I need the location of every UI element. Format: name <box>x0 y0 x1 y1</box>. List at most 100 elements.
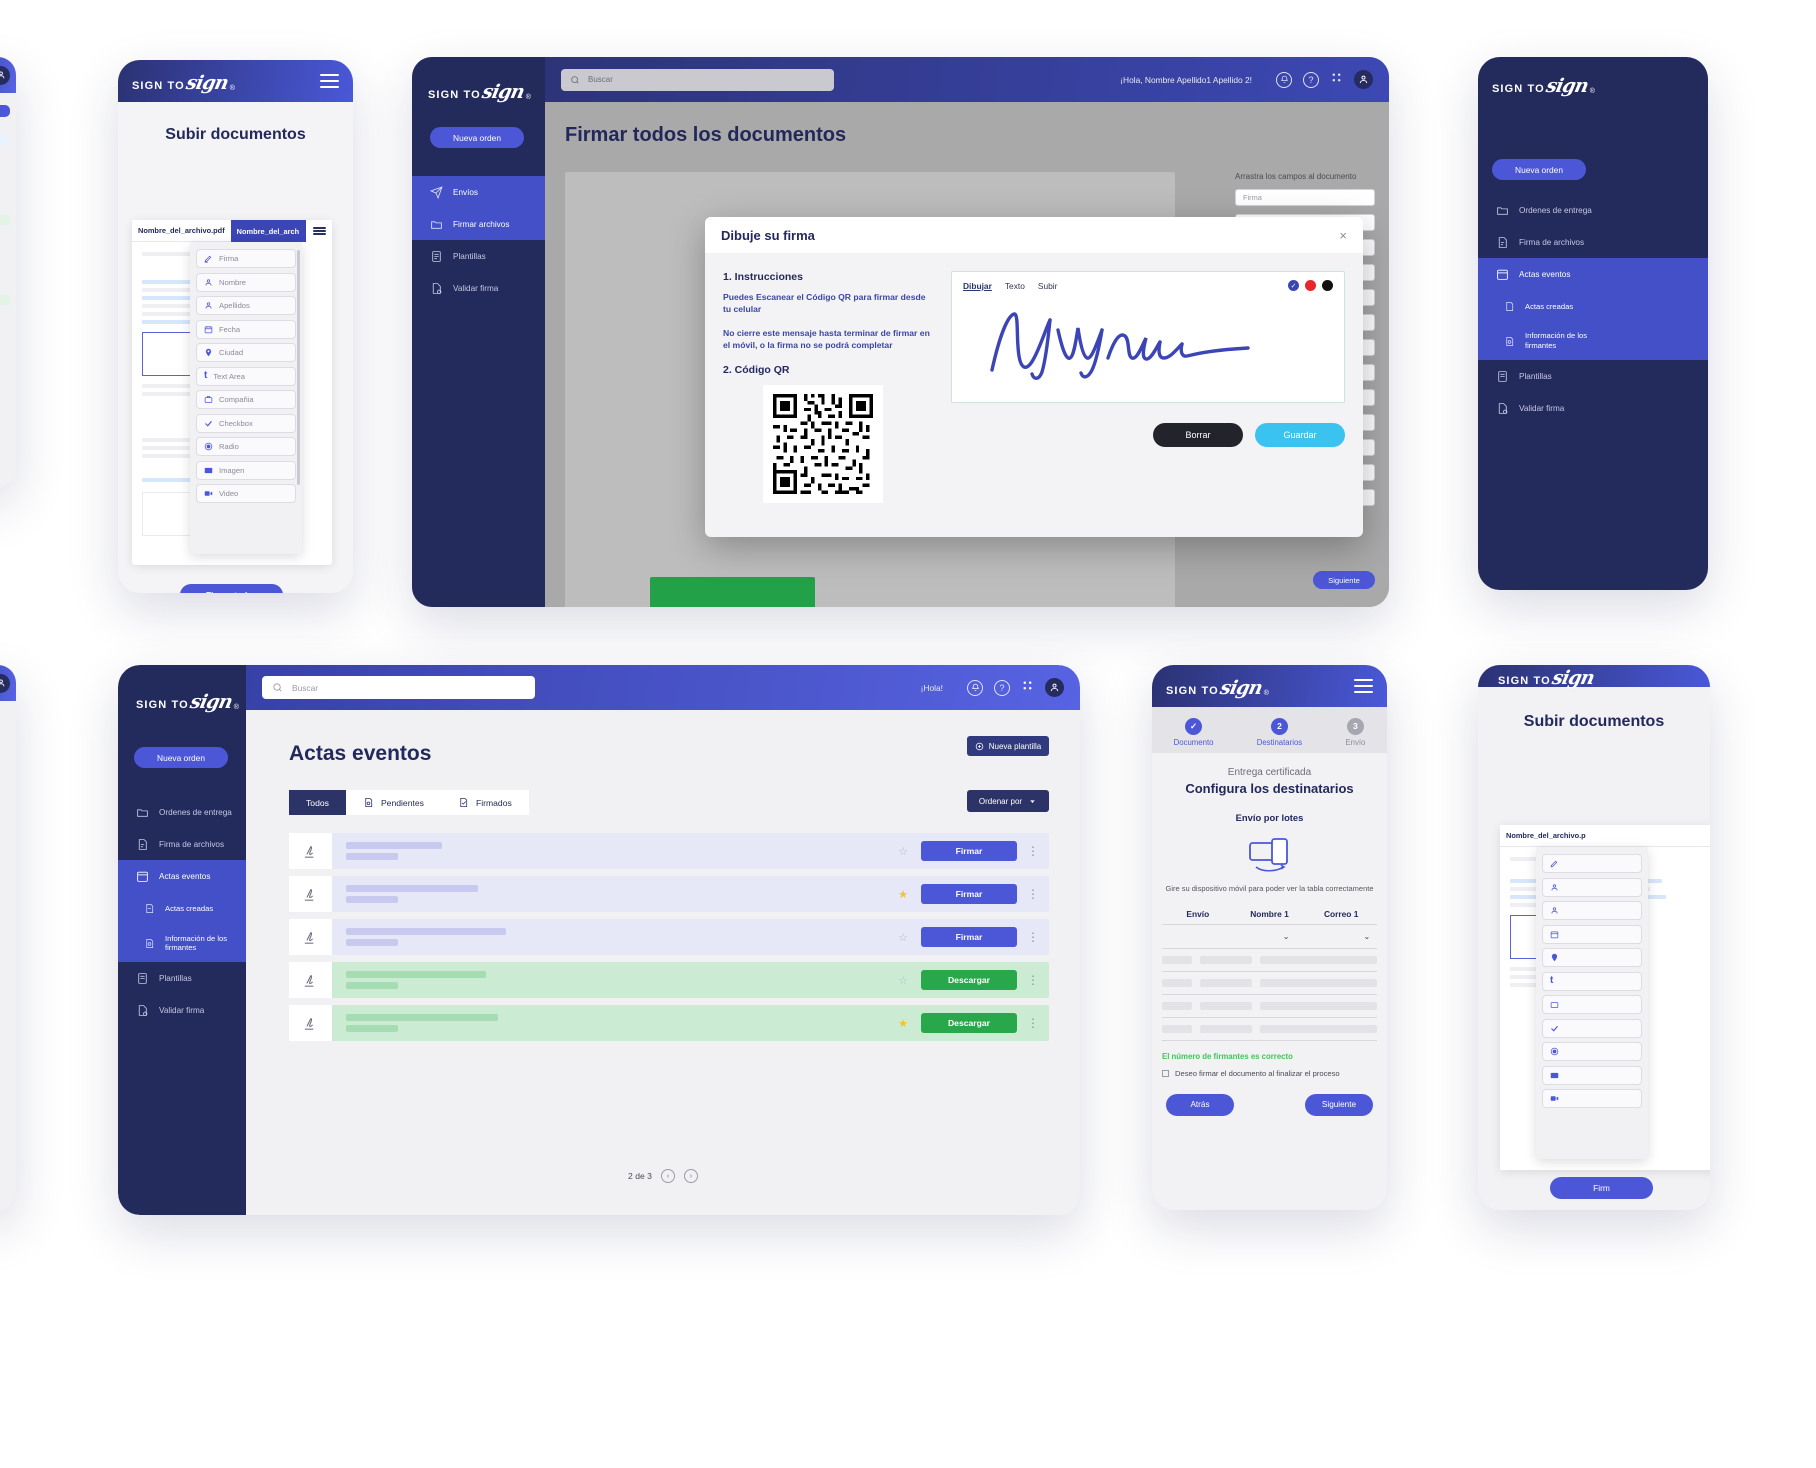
sign-all-button[interactable]: Firm <box>1550 1177 1653 1199</box>
apps-grid-icon[interactable] <box>1330 71 1343 89</box>
field-type-menu[interactable]: Firma Nombre Apellidos Fecha Ciudad t Te… <box>190 242 302 554</box>
avatar[interactable] <box>1354 70 1373 89</box>
tab-pendientes[interactable]: Pendientes <box>345 790 441 815</box>
field-item-imagen[interactable]: Imagen <box>196 460 296 480</box>
sidebar-item-actas-eventos[interactable]: Actas eventos <box>118 860 246 892</box>
new-order-button[interactable]: Nueva orden <box>1492 159 1586 180</box>
file-tab[interactable]: Nombre_del_archivo.p <box>1500 825 1710 847</box>
color-swatch-black[interactable] <box>1322 280 1333 291</box>
sidebar-item-actas-creadas[interactable]: Actas creadas <box>118 892 246 924</box>
table-row[interactable]: ☆ Firmar ⋮ <box>289 919 1049 955</box>
row-action-button[interactable]: Descargar <box>921 1013 1017 1033</box>
next-button[interactable]: Siguiente <box>1313 571 1375 589</box>
sidebar-item-firmar-archivos[interactable]: Firmar archivos <box>412 208 545 240</box>
close-icon[interactable]: × <box>1339 227 1347 243</box>
hamburger-menu-icon[interactable] <box>320 74 339 88</box>
sidebar-item-envios[interactable]: Envíos <box>412 176 545 208</box>
select-obtener-copia[interactable]: Obtener copia ⌄ <box>1361 931 1371 941</box>
step-envio[interactable]: 3 Envío <box>1345 717 1365 747</box>
row-action-button[interactable]: Firmar <box>921 841 1017 861</box>
select-firmante[interactable]: Firmante ⌄ <box>1280 931 1290 941</box>
sidebar-item-validar-firma[interactable]: Validar firma <box>412 272 545 304</box>
field-item[interactable] <box>1542 995 1642 1014</box>
sign-after-checkbox[interactable]: Deseo firmar el documento al finalizar e… <box>1162 1069 1377 1078</box>
signature-placeholder[interactable] <box>650 577 815 607</box>
table-row[interactable] <box>1162 972 1377 995</box>
apps-grid-icon[interactable] <box>1021 679 1034 697</box>
field-item-nombre[interactable]: Nombre <box>196 272 296 292</box>
checkbox-box[interactable] <box>1162 1069 1169 1077</box>
table-row[interactable] <box>1162 949 1377 972</box>
table-row[interactable]: ☆ Firmar ⋮ <box>289 833 1049 869</box>
field-item[interactable]: t <box>1542 971 1642 991</box>
field-item-apellidos[interactable]: Apellidos <box>196 296 296 315</box>
row-menu-icon[interactable]: ⋮ <box>1027 1016 1039 1030</box>
color-swatch-red[interactable] <box>1305 280 1316 291</box>
sidebar-item-firma-de-archivos[interactable]: Firma de archivos <box>118 828 246 860</box>
row-action-button[interactable]: Firmar <box>921 884 1017 904</box>
tab-texto[interactable]: Texto <box>1004 281 1025 291</box>
field-item[interactable] <box>1542 854 1642 873</box>
help-icon[interactable]: ? <box>994 679 1010 696</box>
file-tab-inactive[interactable]: Nombre_del_archivo.pdf <box>132 220 231 242</box>
field-item-text-area[interactable]: t Text Area <box>196 366 296 386</box>
field-item-radio[interactable]: Radio <box>196 437 296 456</box>
field-item[interactable] <box>1542 1042 1642 1061</box>
tab-dibujar[interactable]: Dibujar <box>963 281 992 291</box>
field-firma[interactable]: Firma <box>1235 189 1375 206</box>
field-item-firma[interactable]: Firma <box>196 249 296 268</box>
sidebar-item-plantillas[interactable]: Plantillas <box>1478 360 1708 392</box>
field-item-compania[interactable]: Compañia <box>196 390 296 409</box>
field-item-checkbox[interactable]: Checkbox <box>196 413 296 433</box>
sidebar-item-info-firmantes[interactable]: Información de los firmantes <box>1478 322 1708 360</box>
file-tab-active[interactable]: Nombre_del_arch <box>230 220 306 242</box>
sidebar-item-ordenes[interactable]: Ordenes de entrega <box>1478 194 1708 226</box>
tab-subir[interactable]: Subir <box>1037 281 1058 291</box>
field-item-ciudad[interactable]: Ciudad <box>196 343 296 362</box>
favorite-star-icon[interactable]: ★ <box>898 888 908 901</box>
sidebar-item-plantillas[interactable]: Plantillas <box>118 962 246 994</box>
sidebar-item-plantillas[interactable]: Plantillas <box>412 240 545 272</box>
color-swatch-blue[interactable]: ✓ <box>1288 280 1299 291</box>
next-button[interactable]: Siguiente <box>1305 1093 1373 1116</box>
field-item[interactable] <box>1542 948 1642 967</box>
signature-canvas[interactable]: Dibujar Texto Subir ✓ <box>951 271 1345 403</box>
search-input[interactable]: Buscar <box>561 68 834 91</box>
hamburger-menu-icon[interactable] <box>1354 679 1373 693</box>
sidebar-item-informacion-firmantes[interactable]: Información de los firmantes <box>118 924 246 962</box>
avatar[interactable] <box>1045 678 1064 697</box>
fields-menu-toggle-icon[interactable] <box>306 220 332 242</box>
table-row[interactable]: ★ Firmar ⋮ <box>289 876 1049 912</box>
field-item[interactable] <box>1542 1018 1642 1038</box>
new-template-button[interactable]: Nueva plantilla <box>967 736 1049 756</box>
sidebar-item-validar-firma[interactable]: Validar firma <box>118 994 246 1026</box>
save-button[interactable]: Guardar <box>1255 423 1345 447</box>
field-item[interactable] <box>1542 1065 1642 1085</box>
step-destinatarios[interactable]: 2 Destinatarios <box>1257 717 1302 747</box>
row-menu-icon[interactable]: ⋮ <box>1027 973 1039 987</box>
step-documento[interactable]: ✓ Documento <box>1174 717 1213 747</box>
notification-icon[interactable] <box>1276 71 1292 88</box>
favorite-star-icon[interactable]: ★ <box>898 1017 908 1030</box>
favorite-star-icon[interactable]: ☆ <box>898 974 908 987</box>
new-order-button[interactable]: Nueva orden <box>134 747 228 768</box>
row-action-button[interactable]: Firmar <box>921 927 1017 947</box>
tab-todos[interactable]: Todos <box>289 790 346 815</box>
favorite-star-icon[interactable]: ☆ <box>898 845 908 858</box>
row-menu-icon[interactable]: ⋮ <box>1027 844 1039 858</box>
sort-button[interactable]: Ordenar por <box>967 790 1049 812</box>
field-item[interactable] <box>1542 1089 1642 1108</box>
field-type-menu[interactable]: t <box>1536 847 1648 1159</box>
row-action-button[interactable]: Descargar <box>921 970 1017 990</box>
avatar[interactable] <box>0 65 10 85</box>
field-item[interactable] <box>1542 877 1642 897</box>
row-menu-icon[interactable]: ⋮ <box>1027 887 1039 901</box>
sidebar-item-actas-eventos[interactable]: Actas eventos <box>1478 258 1708 290</box>
menu-scrollbar[interactable] <box>297 250 300 485</box>
sidebar-item-ordenes-de-entrega[interactable]: Ordenes de entrega <box>118 796 246 828</box>
pagination-next[interactable]: › <box>683 1169 698 1183</box>
field-item-video[interactable]: Video <box>196 484 296 503</box>
sidebar-item-actas-creadas[interactable]: Actas creadas <box>1478 290 1708 322</box>
table-row[interactable]: ☆ Descargar ⋮ <box>289 962 1049 998</box>
tab-firmados[interactable]: Firmados <box>440 790 529 815</box>
